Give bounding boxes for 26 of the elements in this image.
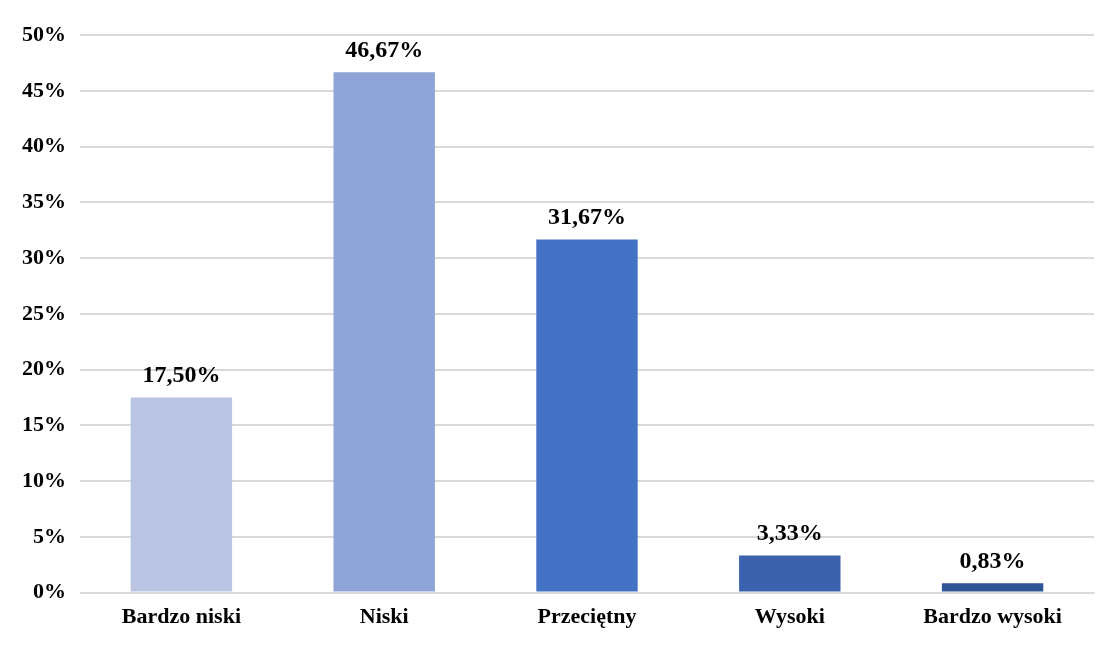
y-tick-label: 10% xyxy=(22,466,66,492)
bar xyxy=(941,583,1044,592)
y-tick-label: 20% xyxy=(22,355,66,381)
bar xyxy=(739,555,841,592)
data-label: 17,50% xyxy=(142,360,221,387)
y-tick-label: 50% xyxy=(22,20,66,46)
y-tick-label: 25% xyxy=(22,299,66,325)
data-label: 46,67% xyxy=(345,35,424,62)
data-label: 0,83% xyxy=(959,546,1026,573)
x-tick-label: Bardzo niski xyxy=(121,603,241,629)
y-tick-label: 5% xyxy=(33,522,66,548)
bar xyxy=(536,239,638,592)
data-label: 3,33% xyxy=(756,518,823,545)
bar xyxy=(130,397,233,592)
y-tick-label: 45% xyxy=(22,76,66,102)
x-tick-label: Bardzo wysoki xyxy=(923,603,1062,629)
x-tick-label: Przeciętny xyxy=(537,603,637,629)
data-label: 31,67% xyxy=(548,202,626,229)
y-tick-label: 15% xyxy=(22,411,66,437)
y-tick-label: 35% xyxy=(22,188,66,214)
bar xyxy=(333,72,435,592)
y-tick-label: 30% xyxy=(22,243,66,269)
x-tick-label: Niski xyxy=(359,603,409,629)
x-tick-label: Wysoki xyxy=(754,603,825,629)
y-tick-label: 0% xyxy=(33,578,66,604)
y-tick-label: 40% xyxy=(22,132,66,158)
